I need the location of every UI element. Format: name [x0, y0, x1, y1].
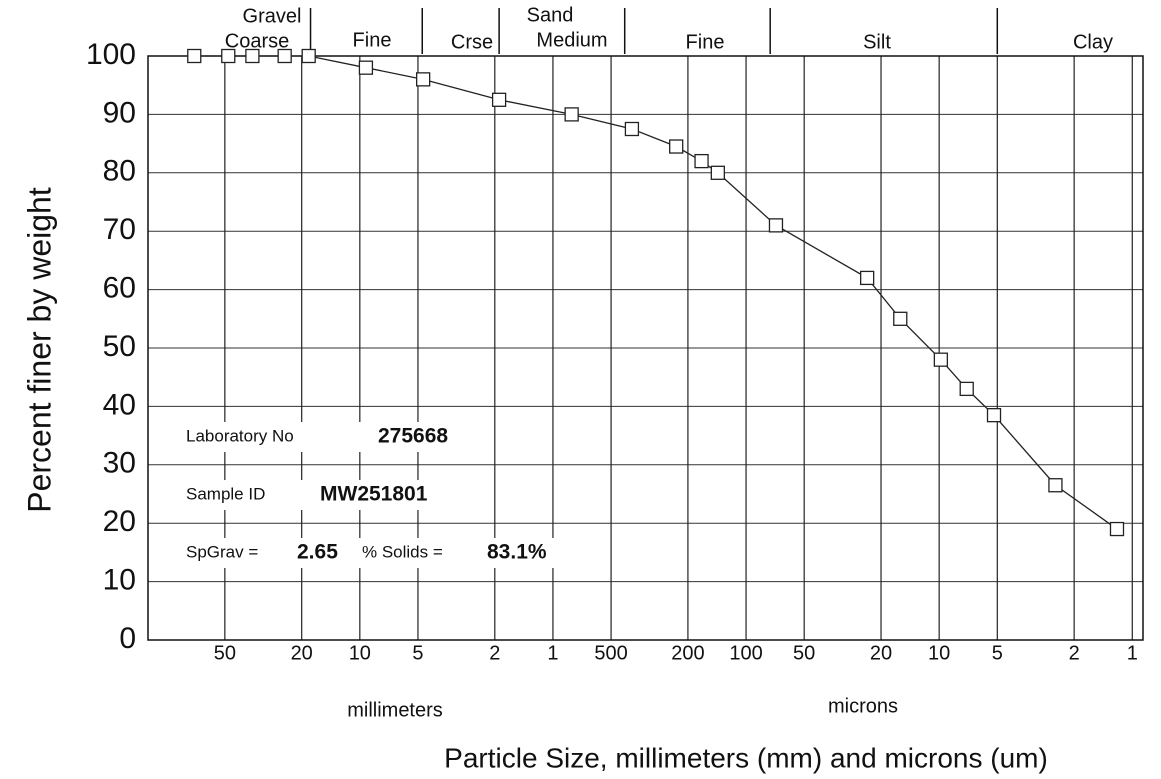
- x-tick-label: 1: [1127, 642, 1138, 664]
- plot-frame: [147, 55, 1144, 641]
- class-label: Fine: [353, 29, 392, 51]
- class-label: Crse: [451, 31, 493, 53]
- annotation-value: MW251801: [320, 483, 428, 506]
- annotation-label: Sample ID: [186, 484, 265, 503]
- y-tick-label: 40: [103, 388, 136, 421]
- annotation-bg: [180, 422, 470, 452]
- annotation: Laboratory No 275668 Sample ID MW251801 …: [180, 422, 565, 568]
- data-point: [669, 139, 684, 154]
- data-point: [959, 381, 974, 397]
- x-unit-label: microns: [828, 695, 898, 717]
- x-tick-label: 20: [870, 642, 892, 664]
- x-tick-label: 2: [489, 642, 500, 664]
- x-tick-label: 10: [928, 642, 950, 664]
- x-tick-label: 100: [729, 642, 762, 664]
- data-point: [933, 352, 949, 367]
- data-point: [221, 48, 236, 64]
- annotation-label: % Solids =: [362, 542, 443, 561]
- x-tick-label: 200: [671, 642, 704, 664]
- class-label: Clay: [1073, 31, 1113, 53]
- y-axis-label: Percent finer by weight: [21, 187, 57, 513]
- data-point: [624, 121, 640, 137]
- data-point: [893, 311, 908, 326]
- y-tick-label: 90: [103, 96, 136, 129]
- data-point: [694, 153, 709, 169]
- data-point: [491, 92, 507, 107]
- data-point: [986, 408, 1002, 423]
- data-point: [415, 72, 431, 87]
- data-point: [277, 48, 292, 64]
- data-point: [564, 107, 579, 122]
- y-tick-label: 100: [86, 38, 136, 71]
- data-point: [187, 48, 202, 64]
- y-tick-label: 80: [103, 155, 136, 188]
- x-tick-label: 50: [214, 642, 236, 664]
- class-label: Silt: [863, 31, 891, 53]
- x-tick-label: 500: [594, 642, 627, 664]
- data-point: [768, 218, 784, 233]
- y-tick-label: 30: [103, 447, 136, 480]
- annotation-label: SpGrav =: [186, 542, 258, 561]
- x-tick-label: 10: [349, 642, 371, 664]
- annotation-bg: [180, 538, 565, 568]
- annotation-value: 275668: [378, 425, 448, 448]
- annotation-label: Laboratory No: [186, 426, 294, 445]
- x-axis-label: Particle Size, millimeters (mm) and micr…: [444, 742, 1048, 773]
- class-label: Gravel: [243, 5, 302, 27]
- class-label: Coarse: [225, 30, 289, 52]
- x-unit-label: millimeters: [347, 699, 443, 721]
- x-tick-label: 2: [1069, 642, 1080, 664]
- x-tick-label: 1: [547, 642, 558, 664]
- y-tick-label: 0: [119, 622, 136, 655]
- x-tick-label: 5: [992, 642, 1003, 664]
- annotation-value: 2.65: [297, 541, 338, 564]
- y-tick-label: 60: [103, 272, 136, 305]
- y-tick-label: 50: [103, 330, 136, 363]
- class-label: Medium: [536, 29, 607, 51]
- data-point: [358, 60, 374, 75]
- data-point: [710, 165, 725, 180]
- annotation-value: 83.1%: [487, 541, 547, 564]
- y-tick-label: 70: [103, 213, 136, 246]
- x-tick-label: 5: [412, 642, 423, 664]
- class-label: Fine: [686, 31, 725, 53]
- data-point: [301, 48, 316, 64]
- annotation-bg: [180, 480, 460, 510]
- data-point: [1048, 478, 1063, 493]
- x-tick-label: 20: [291, 642, 313, 664]
- data-point: [1109, 521, 1125, 537]
- data-point: [860, 270, 875, 286]
- class-label: Sand: [527, 4, 574, 26]
- size-classes: Gravel Coarse Fine Crse Sand Medium Fine…: [225, 4, 1113, 53]
- data-point: [245, 48, 260, 64]
- x-tick-label: 50: [793, 642, 815, 664]
- y-tick-label: 20: [103, 505, 136, 538]
- y-tick-label: 10: [103, 564, 136, 597]
